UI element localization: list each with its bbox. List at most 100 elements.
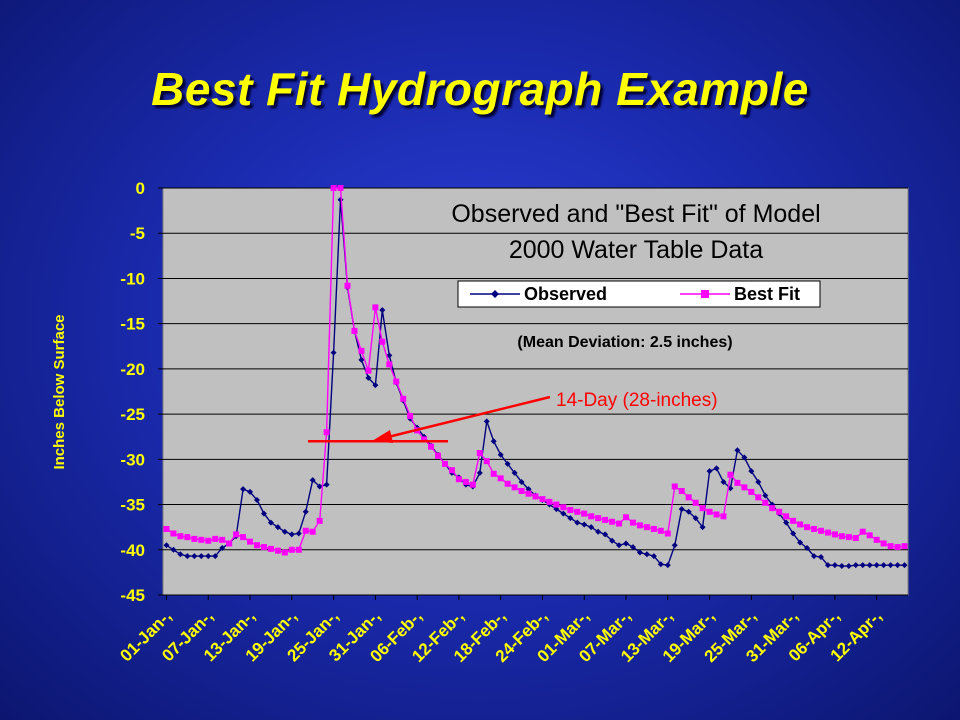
data-point-best-fit bbox=[400, 395, 407, 402]
data-point-best-fit bbox=[595, 515, 602, 522]
data-point-observed bbox=[191, 553, 198, 560]
data-point-best-fit bbox=[817, 527, 824, 534]
data-point-best-fit bbox=[260, 544, 267, 551]
data-point-best-fit bbox=[219, 536, 226, 543]
data-point-best-fit bbox=[678, 487, 685, 494]
data-point-observed bbox=[629, 544, 636, 551]
data-point-best-fit bbox=[170, 530, 177, 537]
chart-subtitle: 2000 Water Table Data bbox=[509, 236, 763, 264]
data-point-best-fit bbox=[887, 543, 894, 550]
data-point-observed bbox=[330, 349, 337, 356]
data-point-observed bbox=[267, 519, 274, 526]
data-point-best-fit bbox=[901, 543, 908, 550]
data-point-observed bbox=[671, 542, 678, 549]
data-point-best-fit bbox=[713, 511, 720, 518]
data-point-best-fit bbox=[511, 484, 518, 491]
legend: Observed Best Fit bbox=[457, 280, 821, 308]
data-point-best-fit bbox=[344, 282, 351, 289]
data-point-best-fit bbox=[421, 436, 428, 443]
data-point-observed bbox=[581, 521, 588, 528]
data-point-observed bbox=[316, 483, 323, 490]
annotation: 14-Day (28-inches) bbox=[308, 390, 718, 443]
data-point-observed bbox=[177, 551, 184, 558]
data-point-observed bbox=[476, 469, 483, 476]
data-point-observed bbox=[574, 519, 581, 526]
data-point-observed bbox=[609, 537, 616, 544]
data-point-observed bbox=[852, 562, 859, 569]
data-point-best-fit bbox=[274, 547, 281, 554]
data-point-best-fit bbox=[602, 516, 609, 523]
data-point-observed bbox=[212, 553, 219, 560]
data-point-observed bbox=[497, 451, 504, 458]
data-point-observed bbox=[567, 515, 574, 522]
data-point-observed bbox=[623, 540, 630, 547]
data-point-observed bbox=[678, 506, 685, 513]
data-point-best-fit bbox=[518, 487, 525, 494]
data-point-best-fit bbox=[588, 513, 595, 520]
data-point-observed bbox=[699, 524, 706, 531]
data-point-observed bbox=[804, 544, 811, 551]
data-point-best-fit bbox=[553, 501, 560, 508]
data-point-observed bbox=[713, 465, 720, 472]
data-point-best-fit bbox=[560, 504, 567, 511]
y-tick-label: -35 bbox=[120, 496, 145, 515]
data-point-observed bbox=[859, 562, 866, 569]
data-point-best-fit bbox=[727, 471, 734, 478]
data-point-observed bbox=[274, 524, 281, 531]
data-point-best-fit bbox=[469, 481, 476, 488]
data-point-best-fit bbox=[650, 525, 657, 532]
data-point-best-fit bbox=[330, 185, 337, 191]
data-point-observed bbox=[797, 539, 804, 546]
data-point-best-fit bbox=[435, 452, 442, 459]
data-point-observed bbox=[880, 562, 887, 569]
data-point-best-fit bbox=[372, 304, 379, 311]
plot-area bbox=[162, 187, 909, 596]
data-point-best-fit bbox=[546, 498, 553, 505]
data-point-observed bbox=[866, 562, 873, 569]
data-point-observed bbox=[741, 454, 748, 461]
y-tick-label: -20 bbox=[120, 360, 145, 379]
data-point-observed bbox=[379, 307, 386, 314]
y-tick-label: -15 bbox=[120, 315, 145, 334]
data-point-observed bbox=[887, 562, 894, 569]
data-point-best-fit bbox=[852, 535, 859, 542]
data-point-best-fit bbox=[177, 533, 184, 540]
data-point-best-fit bbox=[476, 450, 483, 457]
data-point-best-fit bbox=[247, 538, 254, 545]
data-point-best-fit bbox=[295, 546, 302, 553]
data-point-best-fit bbox=[762, 499, 769, 506]
data-point-observed bbox=[247, 488, 254, 495]
data-point-best-fit bbox=[720, 513, 727, 520]
data-point-best-fit bbox=[448, 467, 455, 474]
data-point-observed bbox=[692, 515, 699, 522]
data-point-best-fit bbox=[567, 506, 574, 513]
data-point-best-fit bbox=[386, 361, 393, 368]
mean-deviation-note: (Mean Deviation: 2.5 inches) bbox=[517, 334, 732, 351]
data-point-best-fit bbox=[351, 327, 358, 334]
y-axis-label: Inches Below Surface bbox=[51, 314, 68, 469]
data-point-best-fit bbox=[804, 524, 811, 531]
data-point-observed bbox=[845, 563, 852, 570]
data-point-best-fit bbox=[281, 549, 288, 556]
data-point-observed bbox=[309, 477, 316, 484]
data-point-best-fit bbox=[393, 378, 400, 385]
data-point-observed bbox=[873, 562, 880, 569]
data-point-observed bbox=[253, 497, 260, 504]
data-point-observed bbox=[490, 438, 497, 445]
data-point-observed bbox=[901, 562, 908, 569]
data-point-best-fit bbox=[699, 505, 706, 512]
chart-title: Observed and "Best Fit" of Model bbox=[451, 200, 820, 228]
data-point-best-fit bbox=[379, 338, 386, 345]
slide-title: Best Fit Hydrograph Example bbox=[151, 63, 809, 115]
data-point-best-fit bbox=[636, 522, 643, 529]
y-tick-label: 0 bbox=[136, 179, 145, 198]
data-point-observed bbox=[170, 546, 177, 553]
data-point-best-fit bbox=[783, 513, 790, 520]
data-point-best-fit bbox=[455, 476, 462, 483]
data-point-observed bbox=[817, 554, 824, 561]
data-point-observed bbox=[302, 508, 309, 515]
data-point-best-fit bbox=[845, 534, 852, 541]
data-point-best-fit bbox=[873, 536, 880, 543]
data-point-observed bbox=[553, 506, 560, 513]
